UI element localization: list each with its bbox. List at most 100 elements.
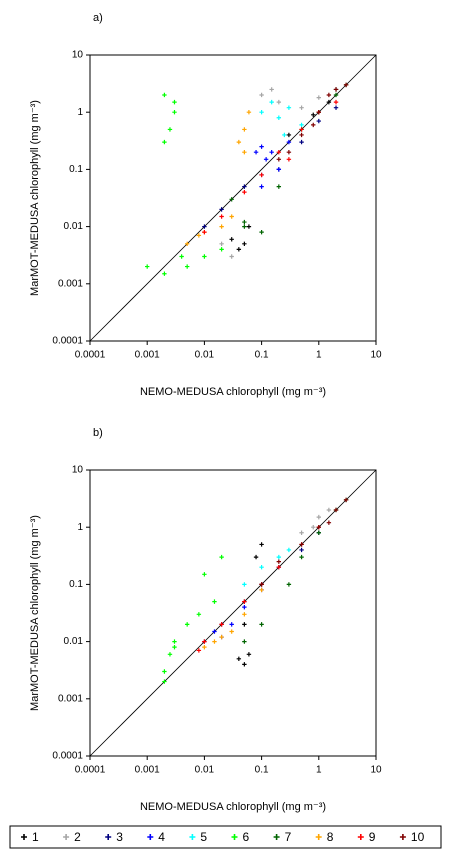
point [316, 530, 321, 535]
point [311, 122, 316, 128]
point [246, 224, 252, 229]
point [316, 118, 321, 124]
point [202, 229, 207, 235]
legend-label: 9 [369, 830, 376, 844]
point [259, 542, 264, 547]
x-tick-label: 0.1 [255, 350, 269, 361]
point [242, 219, 247, 225]
legend-label: 4 [158, 830, 165, 844]
point [286, 132, 292, 138]
point [167, 127, 173, 132]
y-axis-label: MarMOT-MEDUSA chlorophyll (mg m⁻³) [29, 515, 41, 711]
y-tick-label: 0.0001 [52, 336, 83, 347]
point [246, 652, 252, 657]
point [316, 525, 321, 530]
point [316, 110, 321, 115]
y-axis-label: MarMOT-MEDUSA chlorophyll (mg m⁻³) [29, 100, 41, 296]
series-4: 4 [212, 587, 264, 640]
point [242, 612, 247, 617]
point [219, 247, 224, 252]
point [172, 99, 177, 105]
series-10: 10 [259, 497, 349, 587]
point [246, 110, 252, 115]
point [269, 149, 274, 155]
point [179, 254, 184, 259]
point [219, 554, 224, 560]
panel-label: b) [93, 427, 103, 439]
y-tick-label: 1 [77, 522, 83, 533]
series-7: 7 [242, 497, 349, 644]
point [269, 87, 274, 92]
y-tick-label: 0.1 [69, 579, 83, 590]
point [229, 254, 234, 259]
y-tick-label: 0.01 [64, 636, 84, 647]
x-axis-label: NEMO-MEDUSA chlorophyll (mg m⁻³) [140, 801, 326, 813]
y-tick-label: 10 [72, 465, 84, 476]
point [172, 110, 177, 115]
point [242, 604, 247, 610]
series-8: 8 [202, 587, 264, 650]
x-tick-label: 0.001 [135, 765, 160, 776]
point [172, 644, 177, 650]
point [259, 622, 264, 627]
legend-label: 6 [243, 830, 250, 844]
series-9: 9 [202, 99, 339, 235]
point [242, 224, 247, 229]
point [286, 157, 292, 162]
point [276, 99, 282, 105]
point [162, 679, 167, 684]
point [299, 122, 304, 128]
point [253, 149, 259, 155]
point [162, 669, 167, 674]
point [276, 564, 282, 570]
point [299, 542, 304, 547]
panel-label: a) [93, 12, 103, 24]
plot-frame [89, 54, 377, 342]
y-tick-label: 0.01 [64, 221, 84, 232]
series-6: 6 [145, 92, 224, 276]
point [276, 554, 282, 560]
point [343, 497, 349, 503]
point [276, 115, 282, 120]
y-tick-label: 1 [77, 107, 83, 118]
y-tick-label: 0.001 [58, 278, 83, 289]
point [276, 157, 282, 162]
legend-marker [63, 834, 70, 840]
point [196, 233, 202, 238]
x-tick-label: 0.0001 [75, 350, 106, 361]
series-4: 4 [253, 139, 292, 189]
point [236, 656, 242, 662]
point [242, 189, 247, 195]
point [299, 127, 304, 132]
point [276, 167, 282, 172]
legend-marker [231, 834, 238, 840]
x-tick-label: 10 [370, 765, 382, 776]
legend-label: 5 [200, 830, 207, 844]
point [259, 144, 264, 149]
plot-frame [89, 469, 377, 757]
point [299, 139, 304, 145]
point [184, 241, 190, 247]
x-tick-label: 0.01 [195, 765, 215, 776]
x-tick-label: 0.1 [255, 765, 269, 776]
point [219, 207, 224, 212]
legend-label: 7 [285, 830, 292, 844]
y-tick-label: 0.1 [69, 164, 83, 175]
point [229, 197, 234, 202]
point [219, 241, 224, 247]
x-tick-label: 1 [316, 350, 322, 361]
point [202, 639, 207, 644]
point [229, 237, 234, 242]
point [145, 264, 150, 269]
point [219, 224, 224, 229]
point [242, 582, 247, 587]
point [242, 662, 247, 667]
series-10: 10 [276, 82, 349, 162]
legend-marker [147, 834, 154, 840]
series-2: 2 [219, 87, 321, 259]
point [286, 105, 292, 110]
point [172, 639, 177, 644]
x-tick-label: 0.0001 [75, 765, 106, 776]
point [229, 622, 234, 627]
point [326, 520, 332, 525]
